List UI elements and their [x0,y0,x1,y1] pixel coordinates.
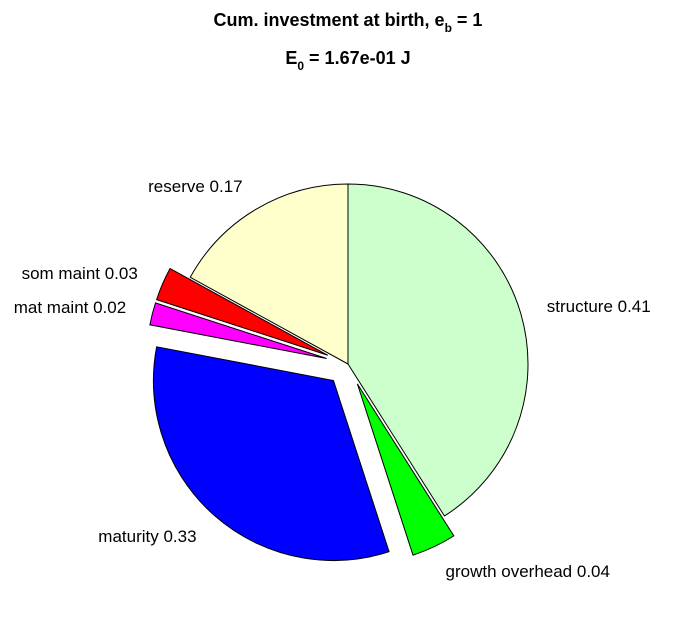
slice-label-growth-overhead: growth overhead 0.04 [446,562,610,581]
pie-slice-maturity [152,346,390,561]
chart-title-line1: Cum. investment at birth, eb = 1 [214,10,483,35]
pie-slice-som-maint [155,267,329,356]
slice-label-som-maint: som maint 0.03 [22,264,138,283]
chart-title-line2: E0 = 1.67e-01 J [285,48,410,73]
slice-label-reserve: reserve 0.17 [148,177,243,196]
pie-slice-mat-maint [149,302,327,360]
slice-label-structure: structure 0.41 [547,297,651,316]
pie-slice-structure [347,183,529,517]
slice-label-maturity: maturity 0.33 [98,527,196,546]
slice-label-mat-maint: mat maint 0.02 [14,298,126,317]
pie-slice-reserve [189,183,349,365]
pie-slice-growth-overhead [356,383,455,556]
